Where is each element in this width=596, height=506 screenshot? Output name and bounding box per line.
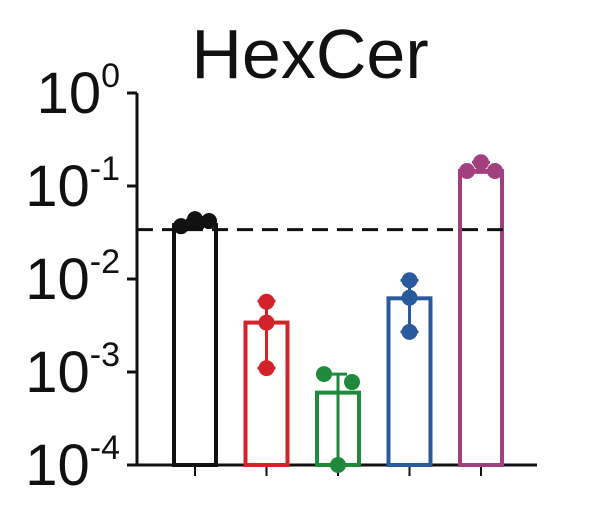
y-tick-base: 10 — [25, 154, 90, 219]
y-tick-label: 10-4 — [25, 429, 120, 498]
y-tick-base: 10 — [37, 61, 102, 126]
bar-group — [315, 366, 361, 473]
data-point — [330, 457, 346, 473]
bar-group — [172, 211, 218, 467]
bar-group — [243, 293, 290, 467]
data-point — [258, 360, 275, 377]
y-tick-base: 10 — [25, 247, 90, 312]
y-tick-label: 10-1 — [25, 150, 120, 219]
data-point — [201, 213, 217, 230]
bar-group — [458, 154, 504, 468]
bars — [172, 154, 504, 473]
data-point — [401, 289, 418, 306]
data-point — [173, 218, 189, 235]
y-tick-label: 10-2 — [25, 243, 120, 312]
data-point — [459, 162, 475, 179]
y-tick-exponent: -2 — [90, 243, 120, 281]
data-point — [487, 162, 503, 179]
data-point — [344, 374, 360, 391]
chart-title: HexCer — [191, 15, 428, 93]
data-point — [258, 314, 275, 331]
data-point — [401, 323, 418, 340]
data-point — [401, 272, 418, 289]
y-tick-label: 10-3 — [25, 336, 120, 405]
data-point — [316, 366, 332, 383]
y-tick-exponent: -4 — [90, 429, 120, 467]
bar — [458, 168, 504, 468]
data-point — [187, 211, 203, 228]
bar-group — [386, 272, 433, 468]
data-point — [258, 293, 275, 310]
y-tick-base: 10 — [25, 340, 90, 405]
y-tick-label: 100 — [37, 57, 120, 126]
y-tick-exponent: -3 — [90, 336, 120, 374]
data-point — [473, 154, 489, 171]
bar — [172, 223, 218, 467]
y-tick-exponent: -1 — [90, 150, 120, 188]
y-tick-exponent: 0 — [101, 57, 120, 95]
y-tick-base: 10 — [25, 433, 90, 498]
